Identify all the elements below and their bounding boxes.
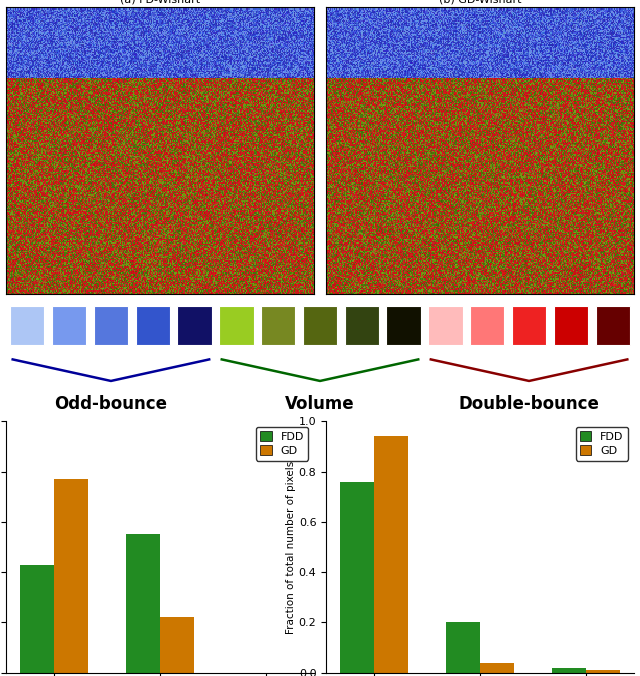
Bar xyxy=(554,306,588,345)
Bar xyxy=(54,479,88,673)
Bar xyxy=(160,617,194,673)
Text: Double-bounce: Double-bounce xyxy=(459,395,600,413)
Bar xyxy=(303,306,337,345)
Title: (a) FD-Wishart: (a) FD-Wishart xyxy=(120,0,200,5)
Y-axis label: Fraction of total number of pixels: Fraction of total number of pixels xyxy=(286,460,296,633)
Bar xyxy=(261,306,295,345)
Bar xyxy=(220,306,253,345)
Bar xyxy=(512,306,546,345)
Bar xyxy=(52,306,86,345)
Bar xyxy=(470,306,504,345)
Bar xyxy=(20,564,54,673)
Bar xyxy=(552,668,586,673)
Legend: FDD, GD: FDD, GD xyxy=(576,427,628,460)
Bar xyxy=(596,306,630,345)
Bar xyxy=(345,306,379,345)
Bar xyxy=(586,670,620,673)
Bar xyxy=(10,306,44,345)
Bar xyxy=(340,481,374,673)
Text: Volume: Volume xyxy=(285,395,355,413)
Title: (b) GD-Wishart: (b) GD-Wishart xyxy=(438,0,521,5)
Bar xyxy=(374,437,408,673)
Bar xyxy=(387,306,420,345)
Bar xyxy=(446,623,480,673)
Bar xyxy=(428,306,463,345)
Bar xyxy=(94,306,128,345)
Legend: FDD, GD: FDD, GD xyxy=(256,427,308,460)
Bar xyxy=(480,662,514,673)
Text: Odd-bounce: Odd-bounce xyxy=(54,395,168,413)
Bar xyxy=(126,535,160,673)
Bar xyxy=(136,306,170,345)
Bar xyxy=(177,306,212,345)
